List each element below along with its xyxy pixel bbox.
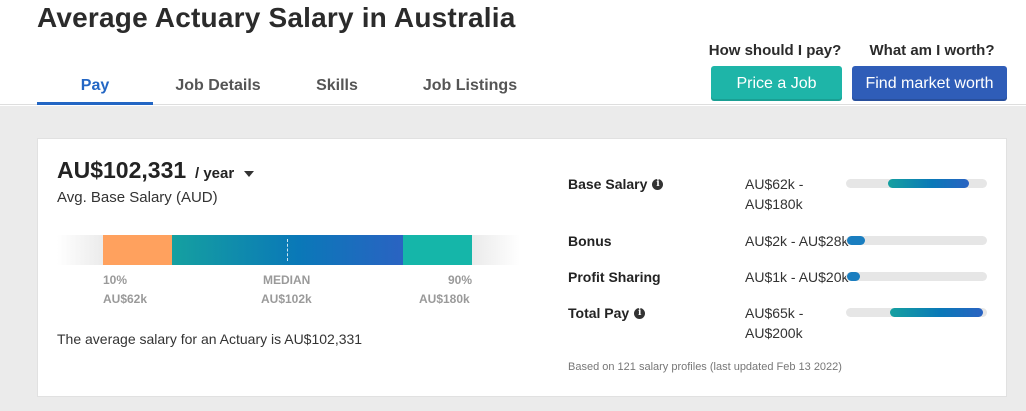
median-marker [287,239,288,261]
comp-label: Total Pay [568,305,630,321]
comp-range-base-salary: AU$62k - AU$180k [745,174,857,214]
tab-pay[interactable]: Pay [37,66,153,105]
tab-skills[interactable]: Skills [316,77,358,94]
comp-track-base-salary [846,179,987,188]
pay-period-label: / year [195,165,235,182]
comp-name-bonus: Bonus [568,233,612,249]
comp-label: Bonus [568,233,612,249]
header: Average Actuary Salary in Australia Pay … [0,0,1026,105]
price-job-cta: How should I pay? Price a Job [708,42,842,101]
comp-track-total-pay [846,308,987,317]
market-worth-question: What am I worth? [869,42,995,59]
comp-range-line: AU$62k - [745,176,804,192]
data-footnote: Based on 121 salary profiles (last updat… [568,361,842,373]
price-job-button[interactable]: Price a Job [711,66,842,101]
comp-name-base-salary: Base Salary i [568,176,664,192]
comp-name-total-pay: Total Pay i [568,305,646,321]
comp-fill-base-salary [888,179,970,188]
salary-card [37,138,1007,397]
salary-description: The average salary for an Actuary is AU$… [57,331,363,347]
comp-track-bonus [846,236,987,245]
salary-range-bar [57,235,520,265]
tab-bar: Pay Job Details Skills Job Listings [37,66,546,105]
price-job-question: How should I pay? [708,42,842,59]
info-icon[interactable]: i [652,178,664,190]
p90-value: AU$180k [419,292,470,306]
p10-value: AU$62k [103,292,148,306]
comp-name-profit-sharing: Profit Sharing [568,269,661,285]
comp-range-line: AU$2k - AU$28k [745,233,849,249]
page-title: Average Actuary Salary in Australia [37,2,516,33]
median-value: AU$102k [261,292,312,306]
chevron-down-icon [244,171,255,177]
tab-job-details[interactable]: Job Details [175,77,261,94]
comp-range-line: AU$65k - [745,305,804,321]
comp-track-profit-sharing [846,272,987,281]
p10-label: 10% [103,273,128,287]
comp-range-line: AU$180k [745,196,803,212]
comp-fill-total-pay [890,308,983,317]
market-worth-cta: What am I worth? Find market worth [852,42,1007,101]
comp-fill-bonus [847,236,866,245]
p10-segment [103,235,172,265]
comp-range-profit-sharing: AU$1k - AU$20k [745,267,865,287]
comp-range-line: AU$1k - AU$20k [745,269,849,285]
average-salary-amount: AU$102,331 [57,157,187,183]
comp-fill-profit-sharing [846,272,860,281]
comp-label: Profit Sharing [568,269,661,285]
p90-label: 90% [448,273,473,287]
comp-label: Base Salary [568,176,648,192]
pay-period-dropdown[interactable]: / year [195,165,255,182]
average-salary-label: Avg. Base Salary (AUD) [57,189,218,206]
p90-segment [403,235,472,265]
info-icon[interactable]: i [634,307,646,319]
comp-range-bonus: AU$2k - AU$28k [745,231,865,251]
tab-job-listings[interactable]: Job Listings [422,77,518,94]
median-label: MEDIAN [263,273,311,287]
comp-range-line: AU$200k [745,325,803,341]
find-market-worth-button[interactable]: Find market worth [852,66,1007,101]
comp-range-total-pay: AU$65k - AU$200k [745,303,857,343]
